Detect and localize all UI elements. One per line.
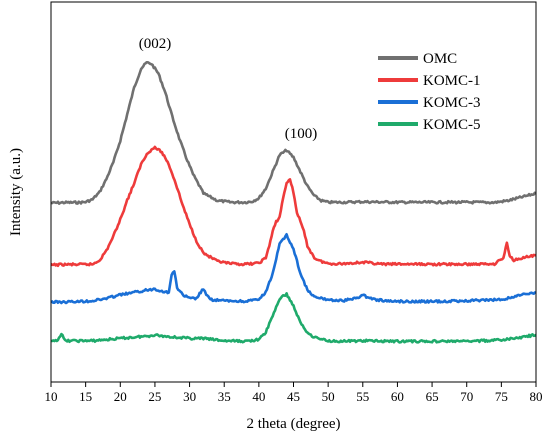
annotation-002: (002) [139,36,172,52]
x-tick-label: 10 [45,389,58,404]
x-tick-label: 70 [460,389,473,404]
x-tick-label: 80 [530,389,543,404]
x-axis-label: 2 theta (degree) [246,416,340,432]
series-layer [51,61,536,344]
x-tick-label: 55 [356,389,369,404]
x-tick-label: 20 [114,389,127,404]
x-axis-ticks: 10 15 20 25 30 35 40 45 50 55 60 65 70 75 80 [45,382,543,404]
x-tick-label: 60 [391,389,404,404]
x-tick-label: 50 [322,389,335,404]
x-tick-label: 65 [426,389,439,404]
x-tick-label: 75 [495,389,508,404]
series-line-komc-1 [51,145,536,268]
annotation-100: (100) [285,126,318,142]
x-tick-label: 35 [218,389,231,404]
x-tick-label: 25 [148,389,161,404]
series-line-komc-3 [51,233,536,305]
x-tick-label: 15 [79,389,92,404]
x-tick-label: 30 [183,389,196,404]
legend-label-komc-5: KOMC-5 [423,117,481,133]
series-line-komc-5 [51,292,536,344]
series-line-omc [51,61,536,205]
legend: OMC KOMC-1 KOMC-3 KOMC-5 [378,51,481,133]
legend-label-komc-3: KOMC-3 [423,95,481,111]
x-tick-label: 40 [252,389,265,404]
legend-label-omc: OMC [423,51,457,67]
x-tick-label: 45 [287,389,300,404]
legend-label-komc-1: KOMC-1 [423,73,481,89]
y-axis-label: Intensity (a.u.) [8,148,24,236]
